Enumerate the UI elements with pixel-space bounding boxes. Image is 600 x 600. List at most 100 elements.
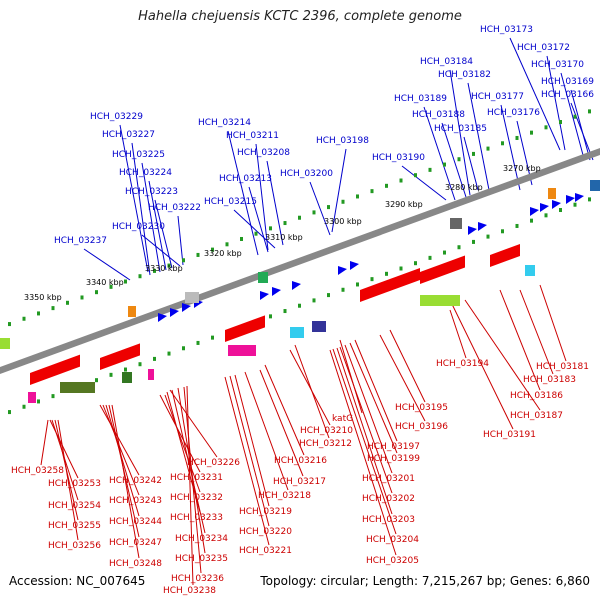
tick-mark: [341, 199, 345, 204]
tick-mark: [225, 242, 229, 247]
gene-label-reverse: HCH_03242: [109, 476, 162, 486]
tick-mark: [573, 114, 577, 119]
tick-mark: [399, 178, 403, 183]
feature-block: [228, 345, 256, 356]
tick-mark: [356, 194, 359, 199]
feature-block: [312, 321, 326, 332]
leader-line: [111, 404, 140, 559]
leader-line: [463, 136, 479, 191]
leader-line: [233, 209, 276, 249]
forward-gene: [540, 203, 549, 212]
tick-mark: [196, 340, 200, 345]
gene-label-reverse: HCH_03186: [510, 391, 563, 401]
gene-label-reverse: HCH_03231: [170, 473, 223, 483]
tick-mark: [211, 335, 214, 340]
leader-line: [401, 165, 447, 201]
gene-label-reverse: HCH_03183: [523, 375, 576, 385]
feature-block: [258, 272, 268, 283]
kbp-label: 3270 kbp: [503, 164, 541, 173]
tick-mark: [501, 141, 504, 146]
gene-label-forward: HCH_03185: [434, 124, 487, 134]
tick-mark: [269, 226, 272, 231]
tick-mark: [399, 266, 403, 271]
tick-mark: [124, 367, 127, 372]
reverse-gene: [30, 354, 80, 385]
tick-mark: [51, 306, 55, 311]
leader-line: [332, 348, 397, 535]
gene-label-forward: HCH_03224: [119, 168, 172, 178]
leader-line: [183, 386, 202, 574]
gene-label-forward: HCH_03229: [90, 112, 143, 122]
gene-label-reverse: HCH_03226: [187, 458, 240, 468]
gene-label-forward: HCH_03213: [219, 174, 272, 184]
tick-mark: [182, 346, 185, 351]
tick-mark: [559, 120, 562, 125]
gene-label-forward: HCH_03173: [480, 25, 533, 35]
tick-mark: [515, 135, 519, 140]
gene-label-reverse: HCH_03202: [362, 494, 415, 504]
tick-mark: [457, 157, 461, 162]
leader-line: [449, 69, 471, 196]
tick-mark: [211, 247, 214, 252]
leader-line: [519, 289, 554, 375]
gene-label-forward: HCH_03184: [420, 57, 473, 67]
leader-line: [441, 122, 467, 198]
genome-backbone: [0, 148, 600, 374]
tick-mark: [385, 271, 388, 276]
leader-line: [560, 72, 584, 156]
kbp-label: 3290 kbp: [385, 200, 423, 209]
gene-label-reverse: HCH_03232: [170, 493, 223, 503]
gene-label-forward: HCH_03237: [54, 236, 107, 246]
forward-gene: [530, 207, 539, 216]
tick-mark: [327, 293, 330, 298]
gene-label-forward: HCH_03198: [316, 136, 369, 146]
gene-label-reverse: HCH_03212: [299, 439, 352, 449]
reverse-gene: [100, 343, 140, 370]
leader-line: [229, 375, 270, 527]
tick-mark: [544, 125, 548, 130]
leader-line: [159, 394, 201, 473]
forward-gene: [158, 313, 167, 322]
tick-mark: [153, 356, 156, 361]
leader-line: [509, 37, 561, 151]
leader-line: [294, 344, 330, 439]
tick-mark: [341, 287, 345, 292]
tick-mark: [269, 314, 272, 319]
tick-mark: [588, 197, 591, 202]
leader-line: [244, 371, 289, 491]
gene-label-forward: HCH_03225: [112, 150, 165, 160]
leader-line: [166, 391, 201, 513]
gene-label-reverse: HCH_03197: [367, 442, 420, 452]
accession-text: Accession: NC_007645: [9, 574, 146, 588]
gene-label-reverse: HCH_03248: [109, 559, 162, 569]
tick-mark: [254, 231, 258, 236]
gene-label-reverse: HCH_03243: [109, 496, 162, 506]
gene-label-reverse: HCH_03221: [239, 546, 292, 556]
tick-mark: [428, 167, 432, 172]
kbp-label: 3310 kbp: [265, 233, 303, 242]
leader-line: [449, 299, 514, 430]
forward-gene: [338, 266, 347, 275]
gene-label-reverse: HCH_03220: [239, 527, 292, 537]
leader-line: [464, 299, 541, 411]
feature-block: [60, 382, 95, 393]
tick-mark: [8, 322, 11, 327]
gene-label-forward: HCH_03200: [280, 169, 333, 179]
leader-line: [57, 419, 79, 541]
leader-line: [344, 344, 393, 474]
tick-mark: [95, 290, 98, 295]
reverse-gene: [225, 315, 265, 342]
feature-block: [185, 292, 199, 303]
tick-mark: [472, 239, 475, 244]
gene-label-reverse: HCH_03233: [170, 513, 223, 523]
leader-line: [500, 104, 521, 191]
tick-mark: [559, 208, 562, 213]
gene-label-forward: HCH_03230: [112, 222, 165, 232]
gene-label-reverse: HCH_03194: [436, 359, 489, 369]
tick-mark: [472, 151, 475, 156]
tick-mark: [283, 309, 287, 314]
forward-gene: [350, 261, 359, 270]
feature-block: [290, 327, 304, 338]
tick-mark: [80, 295, 84, 300]
